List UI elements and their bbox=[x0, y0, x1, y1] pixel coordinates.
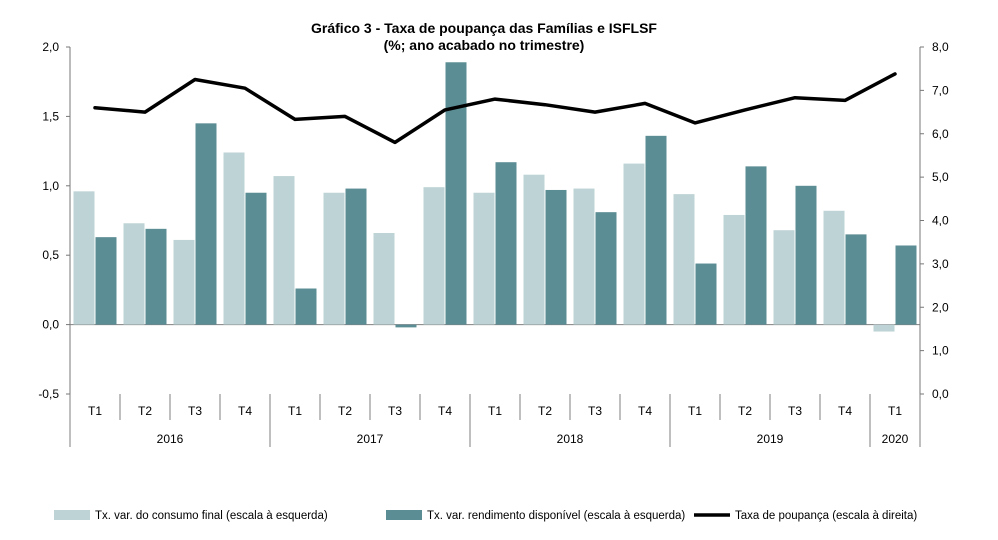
quarter-label: T4 bbox=[438, 404, 452, 418]
income-bar bbox=[545, 189, 567, 325]
year-label: 2020 bbox=[882, 432, 909, 446]
right-axis-tick-label: 4,0 bbox=[932, 214, 949, 228]
right-axis-tick-label: 3,0 bbox=[932, 257, 949, 271]
consumption-bar bbox=[773, 230, 795, 325]
year-label: 2017 bbox=[357, 432, 384, 446]
consumption-bar bbox=[573, 188, 595, 325]
right-axis-tick-label: 8,0 bbox=[932, 40, 949, 54]
quarter-label: T1 bbox=[888, 404, 902, 418]
consumption-bar bbox=[473, 192, 495, 325]
income-bar bbox=[345, 188, 367, 325]
income-bar bbox=[695, 263, 717, 325]
legend-swatch-consumption bbox=[54, 510, 90, 520]
income-bar bbox=[795, 185, 817, 325]
right-axis-tick-label: 7,0 bbox=[932, 83, 949, 97]
quarter-label: T2 bbox=[338, 404, 352, 418]
right-axis-tick-label: 6,0 bbox=[932, 127, 949, 141]
quarter-label: T3 bbox=[388, 404, 402, 418]
axes: -0,5 0,0 0,5 1,0 1,5 2,0 0,0 1,0 2,0 3,0 4,0 5,0 6,0… bbox=[38, 40, 949, 401]
quarter-label: T4 bbox=[238, 404, 252, 418]
quarter-label: T4 bbox=[838, 404, 852, 418]
left-axis-tick-label: 1,5 bbox=[42, 109, 59, 123]
savings-rate-line bbox=[93, 72, 897, 145]
quarter-label: T1 bbox=[288, 404, 302, 418]
income-bar bbox=[195, 123, 217, 325]
income-bar bbox=[395, 324, 417, 328]
left-axis-tick-label: 1,0 bbox=[42, 179, 59, 193]
consumption-bar bbox=[373, 232, 395, 325]
income-bar bbox=[495, 162, 517, 325]
consumption-bar bbox=[523, 174, 545, 325]
year-label: 2016 bbox=[157, 432, 184, 446]
left-axis-tick-label: -0,5 bbox=[38, 387, 59, 401]
income-bar bbox=[845, 234, 867, 325]
income-bar bbox=[895, 245, 917, 325]
right-axis-tick-label: 1,0 bbox=[932, 344, 949, 358]
income-bar bbox=[445, 62, 467, 325]
legend-swatch-income bbox=[386, 510, 422, 520]
quarter-label: T1 bbox=[488, 404, 502, 418]
consumption-bar bbox=[623, 163, 645, 325]
right-axis-tick-label: 5,0 bbox=[932, 170, 949, 184]
quarter-label: T3 bbox=[588, 404, 602, 418]
income-bar bbox=[145, 228, 167, 325]
legend-label-income: Tx. var. rendimento disponível (escala à… bbox=[427, 510, 685, 522]
year-label: 2019 bbox=[757, 432, 784, 446]
consumption-bar bbox=[173, 239, 195, 325]
consumption-bar bbox=[273, 176, 295, 325]
category-axis: T1 T2 T3 T4 T1 T2 T3 T4 T1 T2 T3 T4 T1 T2 T3 T4 T1 2016 20… bbox=[69, 394, 921, 447]
right-axis-tick-label: 2,0 bbox=[932, 300, 949, 314]
quarter-label: T1 bbox=[88, 404, 102, 418]
consumption-bar bbox=[73, 191, 95, 325]
left-axis-tick-label: 0,0 bbox=[42, 318, 59, 332]
income-bar bbox=[595, 212, 617, 325]
income-bar bbox=[745, 166, 767, 325]
legend-label-savings: Taxa de poupança (escala à direita) bbox=[735, 510, 917, 522]
right-axis-tick-label: 0,0 bbox=[932, 387, 949, 401]
savings-rate-line-group bbox=[93, 72, 897, 145]
quarter-label: T3 bbox=[788, 404, 802, 418]
quarter-label: T2 bbox=[738, 404, 752, 418]
year-label: 2018 bbox=[557, 432, 584, 446]
consumption-bar bbox=[723, 214, 745, 325]
left-axis-tick-label: 2,0 bbox=[42, 40, 59, 54]
quarter-label: T2 bbox=[138, 404, 152, 418]
left-axis-tick-label: 0,5 bbox=[42, 248, 59, 262]
income-bar bbox=[245, 192, 267, 325]
consumption-bar bbox=[123, 223, 145, 325]
consumption-bar bbox=[673, 194, 695, 325]
consumption-bar bbox=[873, 324, 895, 332]
quarter-label: T4 bbox=[638, 404, 652, 418]
quarter-label: T3 bbox=[188, 404, 202, 418]
chart-subtitle: (%; ano acabado no trimestre) bbox=[384, 37, 585, 53]
bars bbox=[73, 62, 917, 332]
quarter-label: T1 bbox=[688, 404, 702, 418]
chart-title: Gráfico 3 - Taxa de poupança das Família… bbox=[311, 20, 657, 36]
consumption-bar bbox=[323, 192, 345, 325]
legend-label-consumption: Tx. var. do consumo final (escala à esqu… bbox=[95, 510, 328, 522]
income-bar bbox=[645, 135, 667, 325]
income-bar bbox=[95, 237, 117, 325]
consumption-bar bbox=[423, 187, 445, 325]
consumption-bar bbox=[223, 152, 245, 325]
consumption-bar bbox=[823, 210, 845, 325]
income-bar bbox=[295, 288, 317, 325]
legend: Tx. var. do consumo final (escala à esqu… bbox=[54, 510, 917, 522]
quarter-label: T2 bbox=[538, 404, 552, 418]
